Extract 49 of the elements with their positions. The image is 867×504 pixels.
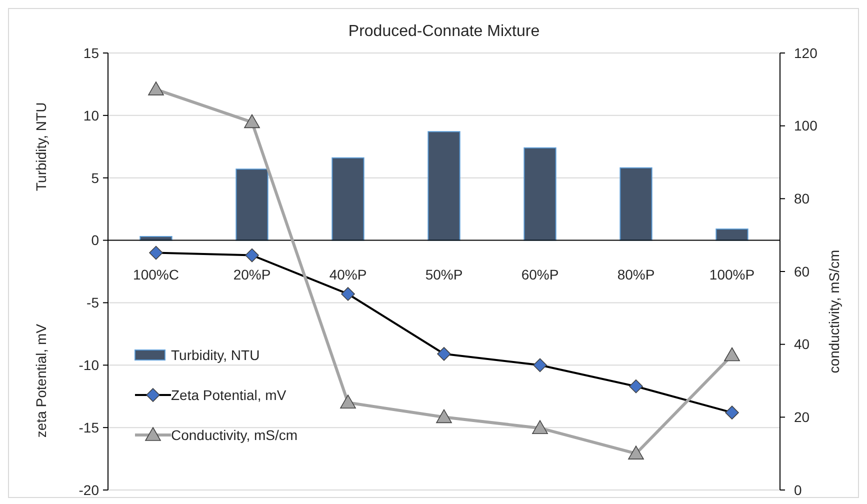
bar	[428, 131, 460, 241]
x-tick-label: 100%P	[709, 266, 755, 282]
point	[340, 394, 356, 408]
point	[436, 409, 452, 424]
legend-label: Conductivity, mS/cm	[171, 426, 298, 443]
bar	[620, 167, 652, 241]
point	[724, 347, 740, 362]
y-axis-title: zeta Potential, mV	[33, 323, 49, 438]
y2-tick-label: 40	[794, 336, 810, 352]
bar	[332, 157, 364, 241]
point	[629, 379, 643, 394]
point	[245, 248, 259, 262]
point	[341, 287, 355, 301]
bar	[524, 147, 556, 241]
x-tick-label: 80%P	[617, 266, 655, 282]
y2-tick-label: 0	[794, 482, 802, 498]
y-tick-label: 5	[91, 170, 100, 186]
point	[532, 420, 548, 434]
bar	[716, 228, 748, 241]
point	[148, 82, 164, 96]
legend-label: Zeta Potential, mV	[171, 386, 287, 403]
point	[244, 114, 260, 128]
y-tick-label: -20	[78, 482, 100, 498]
text: Turbidity, NTU	[33, 102, 49, 191]
y2-tick-label: 120	[794, 44, 818, 61]
point	[628, 446, 644, 460]
y-tick-label: -5	[86, 294, 100, 311]
y2-tick-label: 80	[794, 190, 810, 207]
x-tick-label: 20%P	[233, 266, 271, 282]
point	[725, 406, 739, 420]
x-tick-label: 40%P	[329, 266, 367, 282]
x-tick-label: 50%P	[425, 266, 463, 282]
x-tick-label: 60%P	[521, 266, 559, 282]
legend-label: Turbidity, NTU	[171, 346, 260, 363]
chart-title: Produced-Connate Mixture	[348, 23, 540, 40]
y-tick-label: 10	[83, 107, 100, 124]
bar	[236, 168, 268, 241]
y-tick-label: -15	[78, 419, 100, 436]
point	[437, 347, 451, 361]
y2-tick-label: 100	[794, 118, 818, 134]
y-tick-label: 0	[91, 232, 100, 248]
point	[533, 358, 547, 372]
y-tick-label: -10	[78, 357, 100, 374]
y2-tick-label: 60	[794, 263, 810, 280]
y2-axis-title: conductivity, mS/cm	[826, 250, 842, 374]
y-tick-label: 15	[83, 44, 100, 61]
y2-tick-label: 20	[794, 409, 810, 426]
point	[149, 246, 163, 260]
x-tick-label: 100%C	[133, 266, 179, 282]
